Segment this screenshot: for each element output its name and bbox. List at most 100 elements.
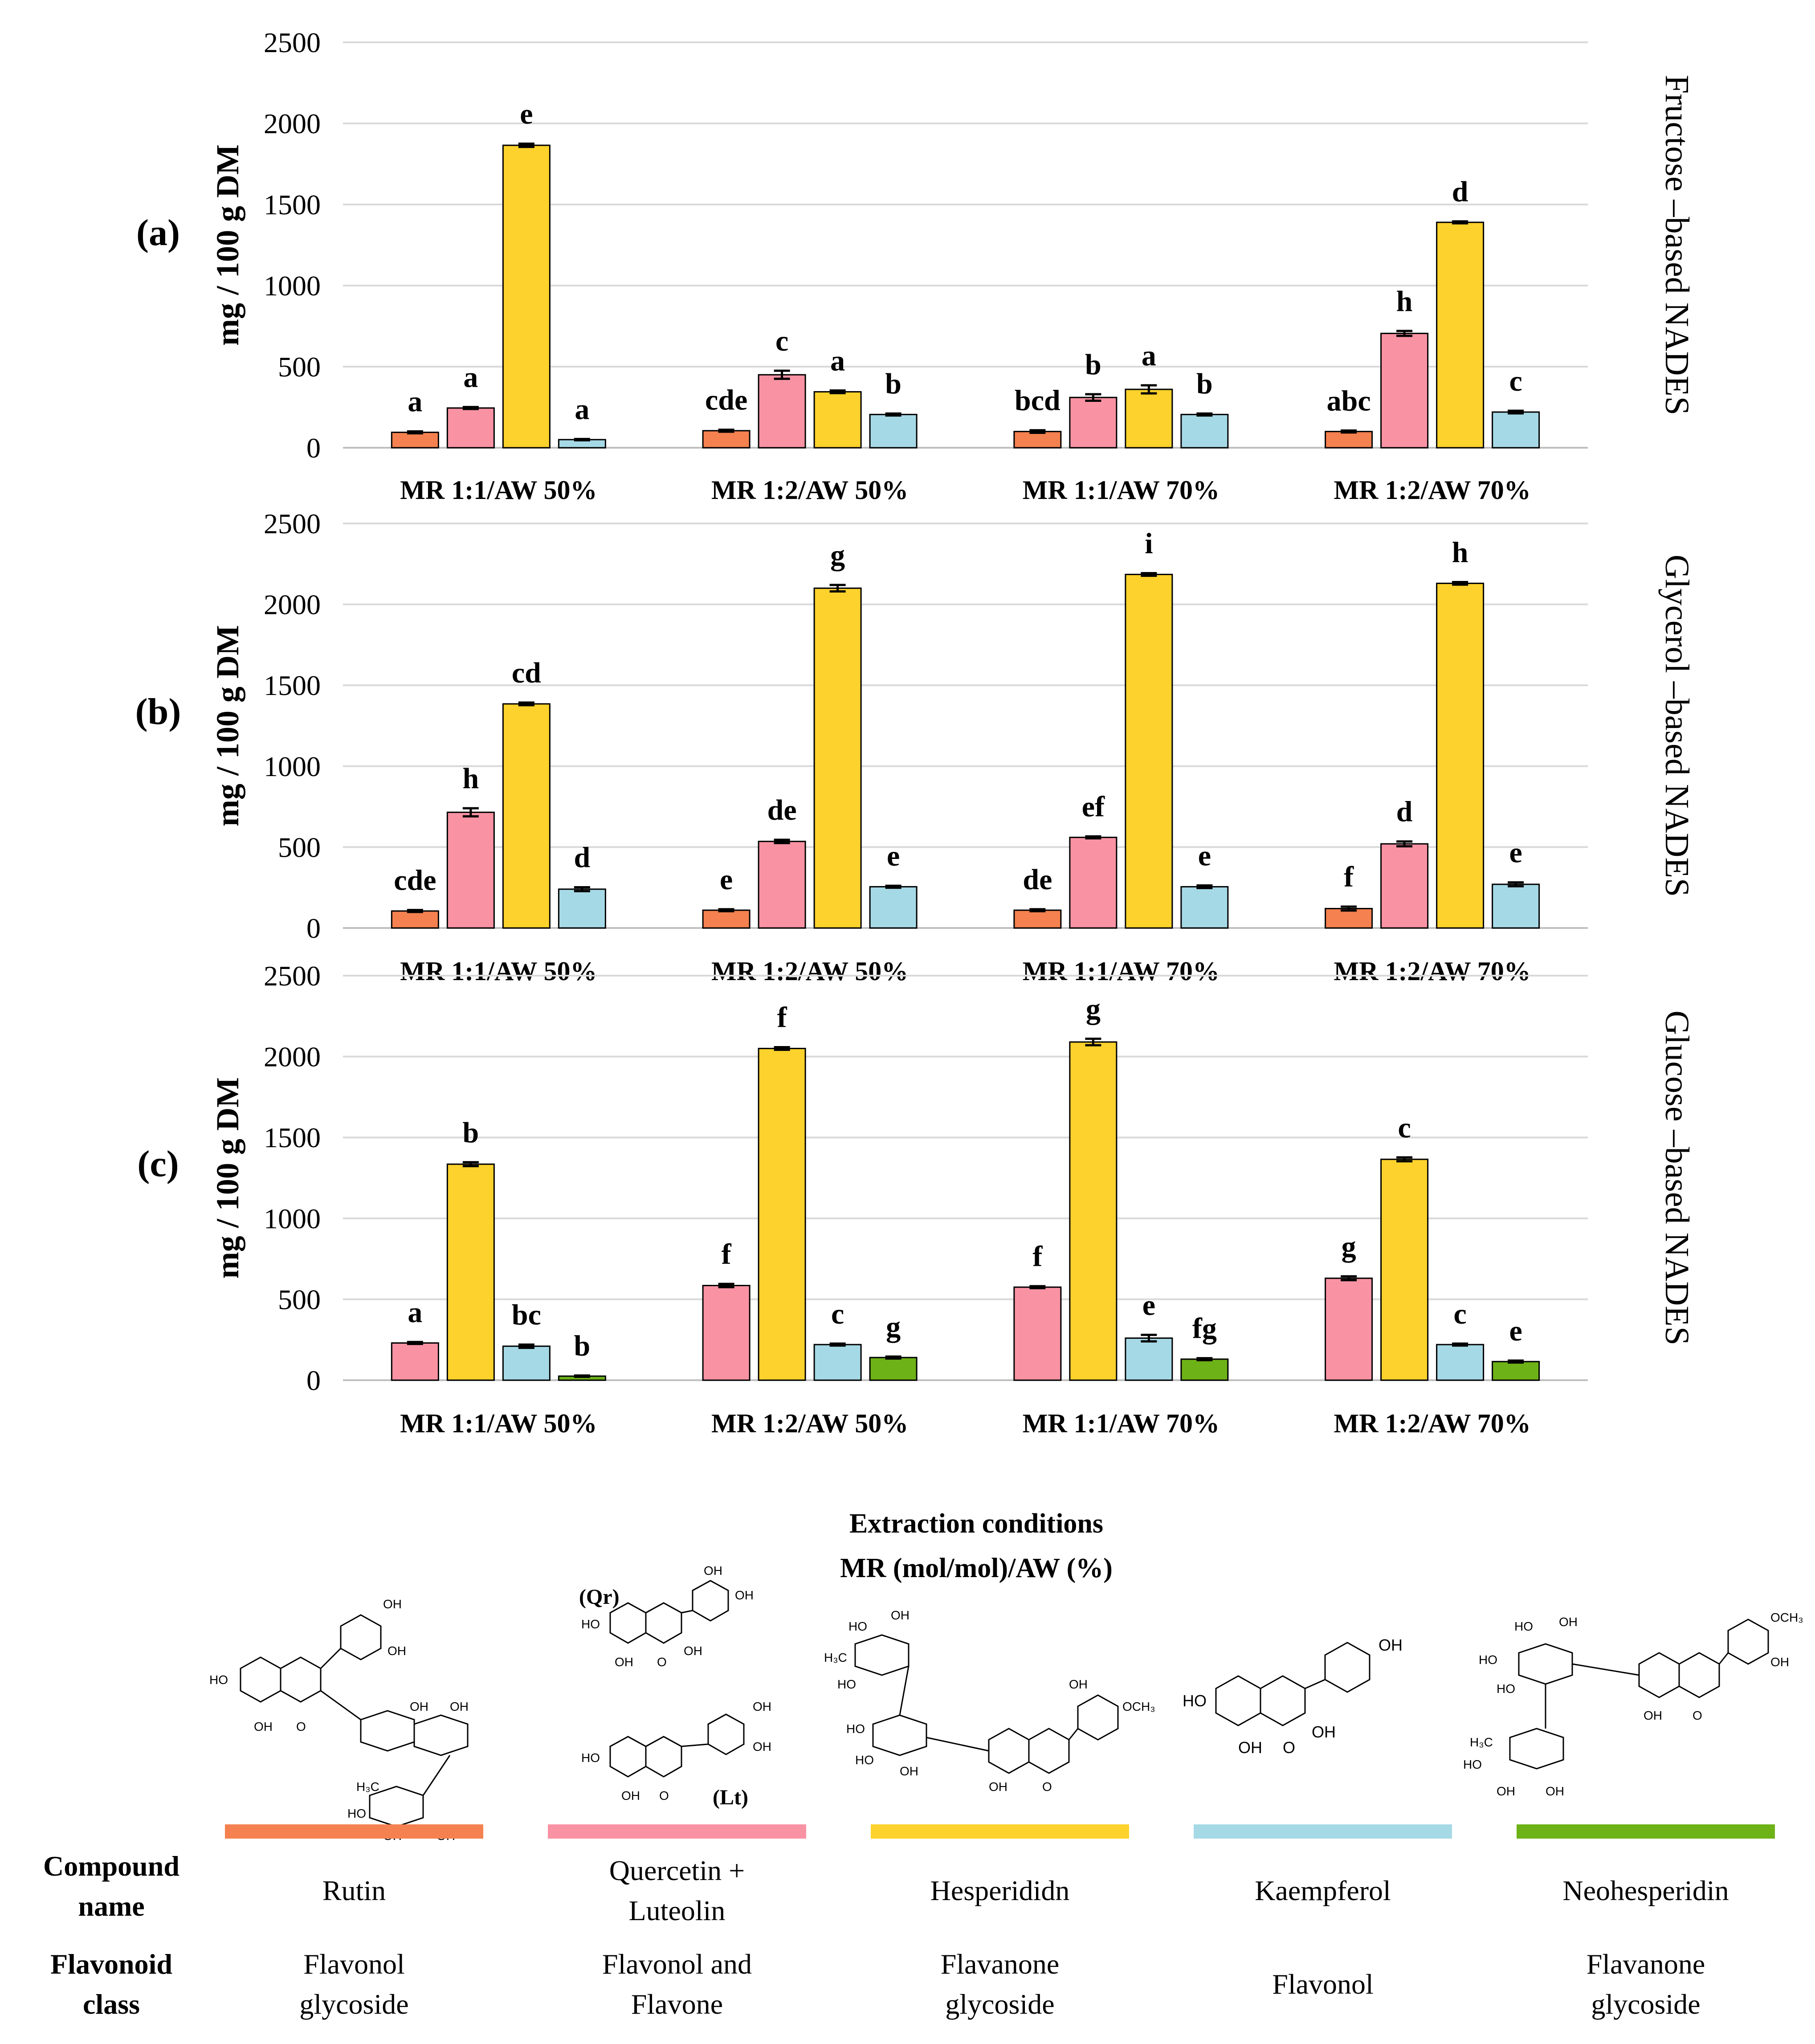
error-bar (407, 909, 423, 913)
significance-letter: e (720, 863, 733, 896)
category-label: MR 1:1/AW 70% (1023, 1409, 1220, 1438)
bar-kaempferol (1436, 1344, 1485, 1381)
compound-name: Rutin (322, 1875, 386, 1906)
significance-letter: b (1085, 348, 1101, 381)
error-bar (1029, 429, 1046, 434)
significance-letter: c (775, 325, 788, 357)
flavonoid-class: glycoside (299, 1988, 408, 2020)
flavonoid-class: glycoside (1591, 1988, 1700, 2020)
bar-kaempferol (813, 1344, 862, 1381)
bar-quercetin-luteolin (758, 374, 806, 449)
hes-h3c-label: H₃C (824, 1651, 847, 1664)
legend-swatch (1517, 1824, 1775, 1839)
bar-rutin (702, 909, 750, 929)
panel-1: 0 500 1000 1500 2000 2500 mg / 100 g DM (a) Fruc… (136, 27, 1696, 505)
legend-item-rutin: Rutin Flavonol glycoside (225, 1824, 483, 2020)
structures: HO OH O OH OH OH OH H₃C HO OH OH (Qr) HO… (209, 1564, 1803, 1843)
error-bar (829, 389, 846, 394)
bar-kaempferol (869, 413, 918, 449)
legend-item-quercetin-luteolin: Quercetin + Luteolin Flavonol and Flavone (548, 1824, 806, 2020)
panel-3: 0 500 1000 1500 2000 2500 mg / 100 g DM (c) Gluc… (137, 960, 1696, 1438)
bar-rutin (391, 431, 439, 449)
bar-quercetin-luteolin (1380, 332, 1429, 449)
error-bar (1396, 1156, 1413, 1163)
x-title-line1: Extraction conditions (849, 1508, 1103, 1539)
y-tick-label: 2000 (264, 108, 321, 139)
legend-head-compound-2: name (78, 1890, 144, 1922)
significance-letter: abc (1327, 384, 1371, 417)
y-tick-label: 2000 (264, 589, 321, 621)
error-bar (1085, 1038, 1101, 1047)
flavonoid-class: Flavonol (1272, 1968, 1374, 2000)
significance-letter: de (1023, 863, 1052, 896)
significance-letter: i (1145, 527, 1153, 560)
error-bar (829, 1342, 846, 1347)
flavonoid-class: Flavone (631, 1988, 723, 2020)
x-title-line2: MR (mol/mol)/AW (%) (840, 1553, 1113, 1583)
lt-oh-label-2: OH (753, 1700, 771, 1713)
legend-swatch (1194, 1824, 1452, 1839)
neo-ho-label-1: HO (1514, 1619, 1533, 1633)
bar-quercetin-luteolin (1069, 837, 1118, 929)
category-label: MR 1:1/AW 50% (400, 957, 597, 986)
neo-ho-label-2: HO (1479, 1653, 1497, 1667)
significance-letter: c (1509, 365, 1522, 397)
bar-hesperididn (1069, 1041, 1118, 1381)
significance-letter: c (1398, 1112, 1411, 1144)
error-bar (518, 1343, 534, 1349)
error-bar (1341, 905, 1357, 912)
y-axis-label: mg / 100 g DM (210, 1077, 245, 1279)
bar-quercetin-luteolin (446, 407, 495, 449)
neo-ho-label-3: HO (1497, 1682, 1515, 1696)
error-bar (574, 1374, 590, 1378)
error-bar (1341, 1275, 1357, 1282)
bar-kaempferol (869, 886, 918, 929)
rutin-oh-label-2: OH (383, 1597, 402, 1611)
qr-ho-label: HO (581, 1617, 600, 1631)
significance-letter: a (463, 361, 478, 394)
y-tick-label: 0 (306, 432, 321, 464)
flavonoid-class: Flavanone (941, 1948, 1060, 1980)
compound-name: Luteolin (629, 1895, 726, 1926)
significance-letter: a (575, 393, 589, 425)
error-bar (1085, 393, 1101, 402)
kae-oh-label-3: OH (1379, 1636, 1403, 1654)
panel-side-title: Fructose –based NADES (1658, 75, 1696, 415)
error-bar (1085, 835, 1101, 840)
quercetin-structure (609, 1580, 729, 1644)
y-axis-label: mg / 100 g DM (210, 144, 245, 346)
bar-quercetin-luteolin (446, 811, 495, 929)
error-bar (462, 1161, 479, 1167)
kaempferol-structure (1215, 1642, 1370, 1726)
error-bar (1196, 412, 1213, 417)
y-tick-label: 2500 (264, 508, 321, 540)
bar-quercetin-luteolin (1380, 843, 1429, 929)
significance-letter: d (1396, 796, 1413, 828)
significance-letter: g (830, 539, 845, 572)
bar-quercetin-luteolin (391, 1342, 439, 1381)
bar-neohesperidin (1180, 1358, 1229, 1381)
bar-kaempferol (558, 888, 606, 929)
significance-letter: e (1509, 1315, 1522, 1347)
error-bar (518, 701, 534, 707)
neo-oh-label-1: OH (1559, 1615, 1578, 1629)
kae-oh-label-2: OH (1312, 1723, 1336, 1741)
lt-oh-label-3: OH (753, 1740, 771, 1754)
hes-oh-label-4: OH (1069, 1677, 1088, 1691)
bar-quercetin-luteolin (758, 841, 806, 929)
y-tick-label: 500 (278, 1284, 321, 1315)
y-tick-label: 2500 (264, 960, 321, 992)
rutin-ho-label: HO (209, 1673, 228, 1687)
category-label: MR 1:2/AW 50% (711, 1409, 908, 1438)
hes-oh-label-2: OH (900, 1764, 918, 1778)
error-bar (829, 584, 846, 593)
y-tick-label: 1000 (264, 1203, 321, 1235)
rutin-oh-label-5: OH (450, 1700, 469, 1713)
significance-letter: bc (512, 1299, 541, 1331)
bar-rutin (702, 430, 750, 449)
significance-letter: d (1452, 176, 1468, 208)
error-bar (1196, 884, 1213, 889)
error-bar (1141, 384, 1157, 395)
rutin-oh-label-4: OH (410, 1700, 428, 1713)
